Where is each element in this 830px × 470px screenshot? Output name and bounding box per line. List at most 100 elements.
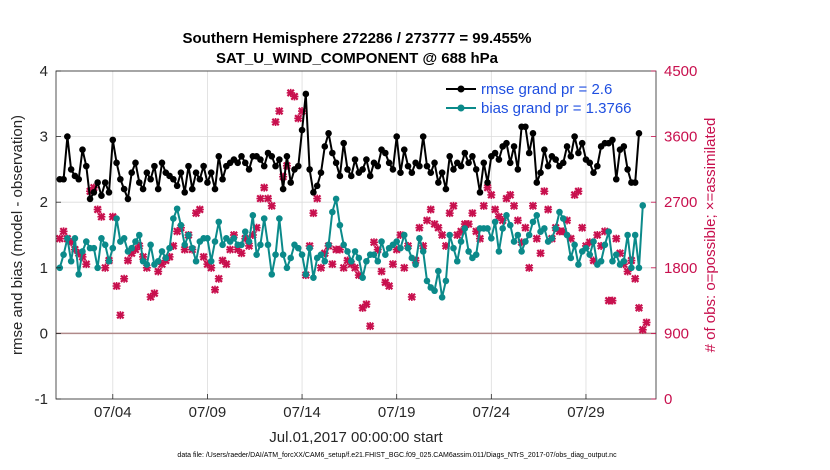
rmse-point bbox=[431, 159, 438, 167]
bias-point bbox=[597, 257, 605, 265]
rmse-point bbox=[336, 172, 344, 180]
bias-point bbox=[211, 238, 219, 245]
x-tick-label: 07/24 bbox=[473, 404, 511, 421]
bias-point bbox=[325, 241, 332, 249]
rmse-point bbox=[211, 185, 219, 193]
bias-point bbox=[609, 257, 616, 265]
data-file-footer: data file: /Users/raeder/DAI/ATM_forcXX/… bbox=[177, 452, 617, 459]
rmse-point bbox=[533, 179, 541, 186]
rmse-point bbox=[609, 136, 616, 144]
rmse-point bbox=[563, 143, 571, 150]
rmse-point bbox=[363, 156, 370, 163]
bias-point bbox=[276, 215, 283, 222]
bias-point bbox=[446, 231, 453, 239]
rmse-point bbox=[408, 169, 416, 176]
rmse-point bbox=[480, 159, 488, 167]
bias-point bbox=[582, 244, 590, 252]
rmse-point bbox=[321, 143, 329, 150]
assimilated-obs-marker bbox=[112, 282, 121, 291]
bias-point bbox=[374, 257, 382, 265]
assimilated-obs-marker bbox=[578, 223, 587, 232]
assimilated-obs-marker bbox=[267, 201, 276, 210]
bias-point bbox=[510, 238, 518, 245]
bias-point bbox=[628, 264, 635, 272]
bias-point bbox=[306, 244, 313, 252]
rmse-point bbox=[419, 133, 427, 140]
assimilated-obs-marker bbox=[434, 223, 443, 232]
rmse-point bbox=[510, 143, 518, 150]
bias-point bbox=[400, 231, 408, 239]
rmse-point bbox=[578, 139, 586, 147]
assimilated-obs-marker bbox=[120, 274, 129, 283]
rmse-point bbox=[139, 185, 147, 193]
assimilated-obs-marker bbox=[154, 267, 163, 276]
rmse-point bbox=[147, 175, 154, 183]
bias-point bbox=[283, 264, 291, 272]
bias-point bbox=[264, 241, 272, 249]
rmse-point bbox=[204, 179, 211, 186]
bias-point bbox=[499, 225, 506, 232]
assimilated-obs-marker bbox=[55, 234, 64, 243]
rmse-point bbox=[260, 162, 268, 170]
rmse-point bbox=[94, 179, 101, 186]
rmse-point bbox=[567, 152, 575, 160]
bias-point bbox=[567, 254, 575, 262]
rmse-point bbox=[192, 169, 200, 176]
rmse-point bbox=[207, 169, 215, 176]
rmse-point bbox=[446, 152, 453, 160]
bias-point bbox=[522, 238, 529, 245]
assimilated-obs-marker bbox=[290, 92, 299, 101]
assimilated-obs-marker bbox=[218, 256, 227, 265]
rmse-point bbox=[389, 166, 397, 173]
rmse-point bbox=[435, 179, 442, 186]
assimilated-obs-marker bbox=[521, 223, 530, 232]
rmse-point bbox=[257, 156, 264, 163]
assimilated-obs-marker bbox=[377, 267, 386, 276]
bias-point bbox=[601, 241, 609, 249]
rmse-point bbox=[276, 156, 283, 163]
bias-point bbox=[113, 215, 120, 222]
rmse-point bbox=[67, 166, 75, 173]
rmse-point bbox=[397, 169, 404, 176]
bias-point bbox=[101, 241, 109, 249]
rmse-point bbox=[537, 169, 544, 176]
rmse-point bbox=[469, 152, 476, 160]
bias-point bbox=[143, 261, 151, 268]
rmse-point bbox=[552, 156, 559, 163]
y2-tick-label: 2700 bbox=[664, 194, 697, 211]
rmse-point bbox=[491, 149, 499, 157]
bias-point bbox=[162, 254, 170, 262]
rmse-point bbox=[559, 159, 567, 167]
bias-point bbox=[590, 238, 597, 245]
bias-point bbox=[355, 254, 363, 262]
bias-point bbox=[147, 241, 154, 249]
rmse-point bbox=[366, 172, 374, 180]
bias-point bbox=[249, 212, 257, 219]
assimilated-obs-marker bbox=[275, 107, 284, 116]
bias-point bbox=[347, 257, 355, 265]
bias-point bbox=[404, 244, 412, 252]
bias-point bbox=[245, 238, 253, 245]
rmse-point bbox=[385, 159, 393, 167]
bias-point bbox=[351, 248, 359, 255]
assimilated-obs-marker bbox=[207, 263, 216, 272]
bias-point bbox=[207, 257, 215, 265]
assimilated-obs-marker bbox=[369, 238, 378, 247]
bias-point bbox=[472, 251, 480, 258]
series-layer bbox=[55, 88, 651, 334]
rmse-point bbox=[238, 152, 245, 160]
rmse-point bbox=[117, 175, 124, 183]
rmse-point bbox=[465, 159, 472, 167]
bias-point bbox=[64, 234, 71, 242]
assimilated-obs-marker bbox=[468, 209, 477, 218]
bias-point bbox=[586, 251, 594, 258]
x-tick-label: 07/29 bbox=[567, 404, 605, 421]
rmse-point bbox=[541, 146, 548, 154]
legend: rmse grand pr = 2.6 bias grand pr = 1.37… bbox=[446, 81, 632, 117]
bias-point bbox=[79, 248, 86, 255]
rmse-point bbox=[329, 149, 336, 157]
bias-point bbox=[302, 271, 310, 278]
bias-point bbox=[181, 241, 189, 249]
bias-point bbox=[397, 244, 404, 252]
